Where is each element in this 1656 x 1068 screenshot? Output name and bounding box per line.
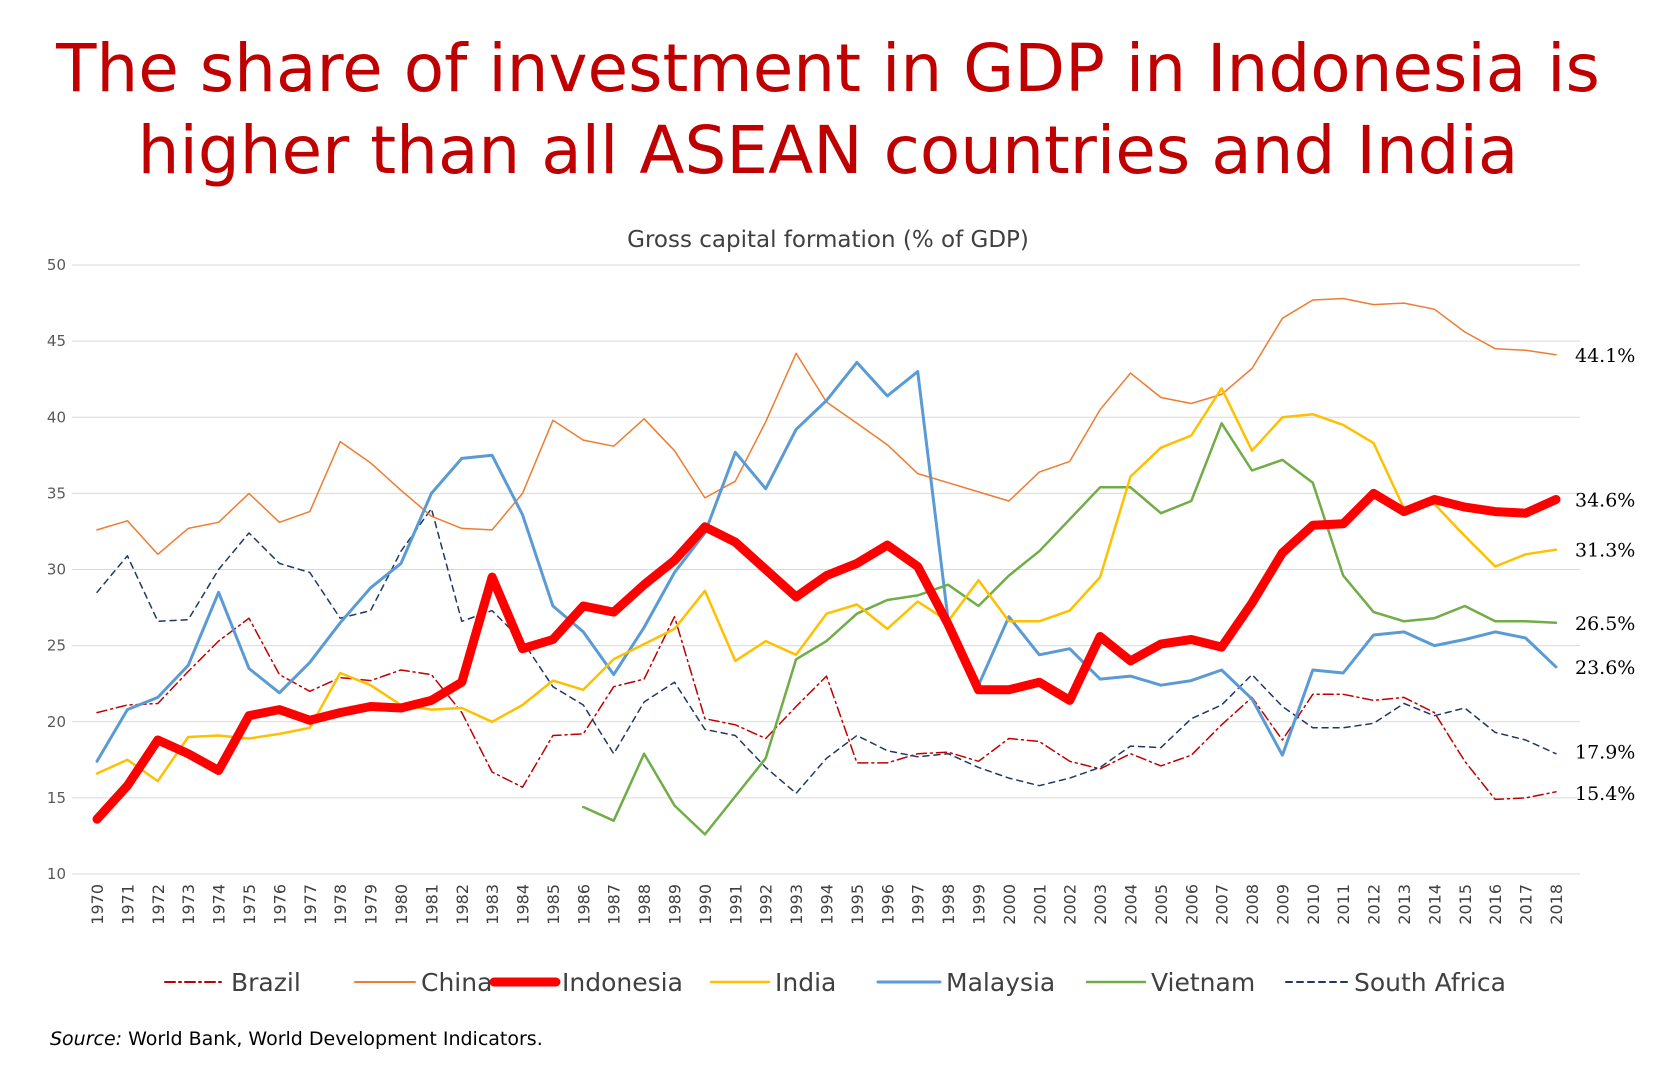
x-tick-label: 1995 [848,884,867,925]
x-tick-label: 2000 [1000,884,1019,925]
y-tick-label: 15 [47,789,66,807]
x-tick-label: 2017 [1517,884,1536,925]
x-tick-label: 1990 [696,884,715,925]
x-tick-label: 1978 [331,884,350,925]
end-label-indonesia: 34.6% [1575,489,1635,511]
source-text: World Bank, World Development Indicators… [122,1028,543,1050]
y-tick-label: 40 [47,408,66,426]
slide-title-line-1: The share of investment in GDP in Indone… [56,30,1600,107]
series-line-india [95,387,1558,783]
series-line-south-africa [96,507,1557,795]
x-tick-label: 1997 [909,884,928,925]
y-tick-label: 30 [47,561,66,579]
x-tick-label: 1986 [574,884,593,925]
x-tick-label: 2016 [1486,884,1505,925]
y-tick-label: 25 [47,637,66,655]
x-tick-label: 2002 [1061,884,1080,925]
series-line-china [96,297,1557,556]
x-tick-label: 1987 [605,884,624,925]
x-tick-label: 2015 [1456,884,1475,925]
x-tick-label: 2012 [1365,884,1384,925]
x-tick-label: 1993 [787,884,806,925]
series-lines [92,297,1561,836]
x-tick-label: 1974 [210,884,229,925]
end-label-malaysia: 23.6% [1575,657,1635,679]
x-tick-label: 2005 [1152,884,1171,925]
y-tick-label: 50 [47,256,66,274]
legend-label-brazil: Brazil [231,968,301,997]
series-line-brazil [96,615,1557,801]
legend: Brazil China Indonesia India Malaysia Vietnam… [164,968,1506,997]
x-tick-label: 2003 [1091,884,1110,925]
end-label-india: 31.3% [1575,540,1635,562]
x-tick-label: 2004 [1121,884,1140,925]
x-tick-label: 2008 [1243,884,1262,925]
x-tick-label: 1982 [453,884,472,925]
x-tick-label: 1998 [939,884,958,925]
slide-title-line-2: higher than all ASEAN countries and Indi… [137,112,1519,189]
x-tick-label: 2011 [1334,884,1353,925]
x-tick-label: 1983 [483,884,502,925]
legend-label-malaysia: Malaysia [946,968,1055,997]
chart-title: Gross capital formation (% of GDP) [627,227,1029,253]
x-tick-label: 2013 [1395,884,1414,925]
x-tick-label: 1988 [635,884,654,925]
legend-label-south-africa: South Africa [1354,968,1506,997]
x-tick-label: 1989 [666,884,685,925]
x-tick-label: 1979 [362,884,381,925]
series-line-vietnam [582,422,1558,836]
x-axis: 1970 1971 1972 1973 1974 1975 1976 1977 1978 1979… [88,884,1566,925]
y-tick-label: 35 [47,484,66,502]
end-label-vietnam: 26.5% [1575,613,1635,635]
end-label-south-africa: 17.9% [1575,742,1635,764]
x-tick-label: 1994 [818,884,837,925]
x-tick-label: 1999 [969,884,988,925]
y-tick-label: 20 [47,713,66,731]
x-tick-label: 1981 [422,884,441,925]
x-tick-label: 1996 [878,884,897,925]
x-tick-label: 1977 [301,884,320,925]
y-tick-label: 45 [47,332,66,350]
x-tick-label: 1985 [544,884,563,925]
x-tick-label: 1973 [179,884,198,925]
legend-label-indonesia: Indonesia [562,968,683,997]
end-label-brazil: 15.4% [1575,783,1635,805]
x-tick-label: 2001 [1030,884,1049,925]
end-labels: 15.4% 44.1% 34.6% 31.3% 23.6% 26.5% 17.9% [1575,345,1635,805]
slide-title: The share of investment in GDP in Indone… [0,28,1656,192]
x-tick-label: 2006 [1182,884,1201,925]
y-axis: 10 15 20 25 30 35 40 45 50 [47,256,66,883]
x-tick-label: 1976 [270,884,289,925]
series-line-indonesia [92,488,1561,824]
x-tick-label: 2018 [1547,884,1566,925]
x-tick-label: 1992 [757,884,776,925]
source-note: Source: World Bank, World Development In… [50,1028,543,1050]
x-tick-label: 1972 [149,884,168,925]
gridlines [72,264,1580,875]
legend-label-india: India [775,968,836,997]
series-line-malaysia [95,360,1558,763]
x-tick-label: 1991 [726,884,745,925]
legend-label-vietnam: Vietnam [1151,968,1255,997]
x-tick-label: 1975 [240,884,259,925]
y-tick-label: 10 [47,865,66,883]
x-tick-label: 2010 [1304,884,1323,925]
legend-label-china: China [421,968,492,997]
x-tick-label: 2009 [1273,884,1292,925]
x-tick-label: 1971 [118,884,137,925]
source-label: Source: [50,1028,123,1050]
x-tick-label: 2007 [1213,884,1232,925]
x-tick-label: 1984 [514,884,533,925]
x-tick-label: 2014 [1425,884,1444,925]
x-tick-label: 1970 [88,884,107,925]
x-tick-label: 1980 [392,884,411,925]
end-label-china: 44.1% [1575,345,1635,367]
